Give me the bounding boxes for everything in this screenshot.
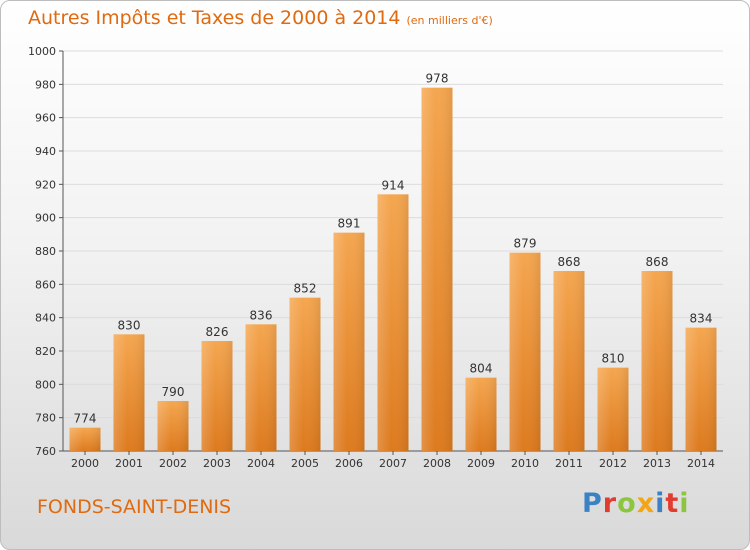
bar-shading xyxy=(113,334,145,451)
chart-title: Autres Impôts et Taxes de 2000 à 2014 (en… xyxy=(28,7,493,29)
data-label: 852 xyxy=(294,282,317,296)
x-tick-label: 2009 xyxy=(467,457,495,470)
y-tick-label: 900 xyxy=(35,212,56,225)
x-tick-label: 2013 xyxy=(643,457,671,470)
x-tick-label: 2014 xyxy=(687,457,715,470)
x-tick-label: 2000 xyxy=(71,457,99,470)
bar-shading xyxy=(597,367,629,451)
x-tick-label: 2008 xyxy=(423,457,451,470)
y-tick-label: 820 xyxy=(35,345,56,358)
data-label: 834 xyxy=(690,312,713,326)
x-tick-label: 2003 xyxy=(203,457,231,470)
bar-shading xyxy=(553,271,585,451)
data-labels: 774 830 790 826 836 852 891 914 978 804 879 868 810 8… xyxy=(74,72,713,426)
data-label: 868 xyxy=(558,255,581,269)
x-tick-label: 2005 xyxy=(291,457,319,470)
x-tick-label: 2002 xyxy=(159,457,187,470)
y-tick-label: 920 xyxy=(35,178,56,191)
x-tick-label: 2001 xyxy=(115,457,143,470)
bar-shading xyxy=(377,194,409,452)
bar-shading xyxy=(465,377,497,451)
chart-subtitle: (en milliers d'€) xyxy=(406,14,493,27)
data-label: 804 xyxy=(470,362,493,376)
data-label: 790 xyxy=(162,385,185,399)
data-label: 830 xyxy=(118,318,141,332)
y-tick-label: 940 xyxy=(35,145,56,158)
data-label: 868 xyxy=(646,255,669,269)
bar-shading xyxy=(245,324,277,451)
bars xyxy=(69,87,717,452)
brand-letter: i xyxy=(679,488,690,519)
data-label: 826 xyxy=(206,325,229,339)
x-tick-label: 2012 xyxy=(599,457,627,470)
bar-shading xyxy=(641,271,673,451)
y-tick-label: 960 xyxy=(35,112,56,125)
x-tick-label: 2006 xyxy=(335,457,363,470)
x-tick-label: 2004 xyxy=(247,457,275,470)
brand-letter: r xyxy=(602,488,618,519)
data-label: 879 xyxy=(514,237,537,251)
bar-shading xyxy=(201,341,233,451)
y-tick-label: 860 xyxy=(35,278,56,291)
bar-shading xyxy=(421,87,453,452)
x-tick-label: 2007 xyxy=(379,457,407,470)
data-label: 810 xyxy=(602,352,625,366)
y-tick-label: 780 xyxy=(35,412,56,425)
bar-shading xyxy=(509,252,541,451)
data-label: 914 xyxy=(382,178,405,192)
brand-letter: x xyxy=(636,488,656,519)
brand-letter: t xyxy=(665,488,680,519)
brand-logo: Proxiti xyxy=(582,488,690,519)
y-tick-label: 800 xyxy=(35,378,56,391)
bar-shading xyxy=(157,401,189,451)
bar-shading xyxy=(333,232,365,451)
y-tick-label: 840 xyxy=(35,312,56,325)
brand-letter: i xyxy=(655,488,666,519)
y-tick-label: 760 xyxy=(35,445,56,458)
x-tick-label: 2011 xyxy=(555,457,583,470)
brand-letter: o xyxy=(617,488,637,519)
data-label: 978 xyxy=(426,72,449,86)
axes: 760 780 800 820 840 860 880 900 920 940 960 980 1000… xyxy=(28,45,723,470)
bar-shading xyxy=(69,427,101,451)
y-tick-label: 980 xyxy=(35,78,56,91)
data-label: 891 xyxy=(338,217,361,231)
data-label: 774 xyxy=(74,412,97,426)
y-tick-label: 1000 xyxy=(28,45,56,58)
x-tick-label: 2010 xyxy=(511,457,539,470)
data-label: 836 xyxy=(250,308,273,322)
chart-title-text: Autres Impôts et Taxes de 2000 à 2014 xyxy=(28,7,401,29)
bar-shading xyxy=(289,297,321,451)
brand-letter: P xyxy=(582,488,603,519)
bar-shading xyxy=(685,327,717,451)
y-tick-label: 880 xyxy=(35,245,56,258)
city-name: FONDS-SAINT-DENIS xyxy=(37,496,232,518)
